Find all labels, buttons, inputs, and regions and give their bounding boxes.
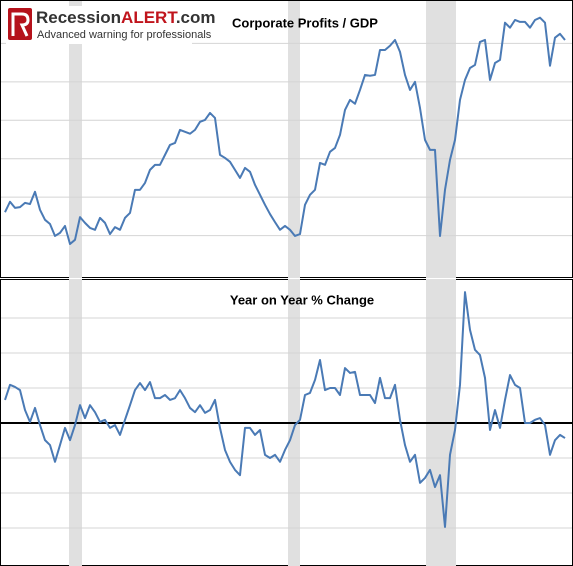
recession-band [69, 1, 82, 278]
recession-band [426, 1, 456, 278]
logo-part: Recession [36, 8, 121, 27]
logo: RecessionALERT.com Advanced warning for … [6, 6, 216, 44]
data-line [4, 291, 566, 528]
logo-tagline: Advanced warning for professionals [37, 29, 212, 41]
logo-bg [6, 6, 192, 44]
top-panel [0, 0, 573, 278]
chart-title: Year on Year % Change [230, 292, 374, 307]
logo-part: ALERT [121, 8, 178, 27]
logo-part: .com [176, 8, 216, 27]
logo-text: RecessionALERT.com [36, 8, 216, 27]
chart-title: Corporate Profits / GDP [232, 15, 378, 30]
logo-glyph [11, 12, 30, 37]
recession-band [288, 1, 300, 278]
data-line [4, 16, 566, 246]
